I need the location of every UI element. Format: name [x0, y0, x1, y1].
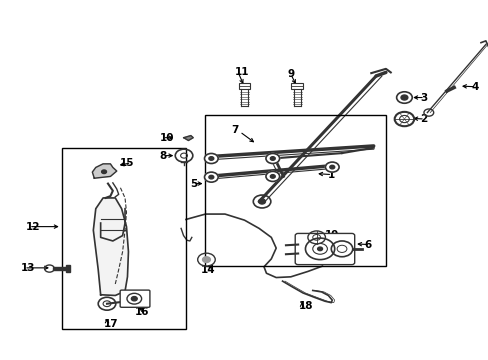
- Circle shape: [208, 157, 213, 160]
- Text: 16: 16: [134, 307, 149, 317]
- Text: 19: 19: [324, 230, 338, 239]
- Text: 10: 10: [159, 133, 174, 143]
- Text: 8: 8: [159, 150, 166, 161]
- Text: 14: 14: [201, 265, 215, 275]
- Circle shape: [204, 153, 218, 163]
- Circle shape: [400, 95, 407, 100]
- FancyBboxPatch shape: [295, 233, 354, 265]
- FancyBboxPatch shape: [120, 290, 150, 307]
- Text: 9: 9: [287, 69, 294, 79]
- Polygon shape: [93, 198, 128, 296]
- Circle shape: [102, 170, 106, 174]
- Circle shape: [325, 162, 338, 172]
- Bar: [53, 267, 68, 270]
- Text: 7: 7: [230, 125, 238, 135]
- Text: 3: 3: [420, 93, 427, 103]
- Text: 5: 5: [190, 179, 197, 189]
- Text: 2: 2: [420, 114, 427, 124]
- Bar: [205, 116, 385, 266]
- Bar: [61, 148, 185, 329]
- FancyBboxPatch shape: [238, 83, 250, 89]
- FancyBboxPatch shape: [291, 83, 303, 89]
- Circle shape: [265, 171, 279, 181]
- Text: 12: 12: [26, 222, 41, 231]
- Circle shape: [265, 153, 279, 163]
- Text: 17: 17: [104, 319, 119, 329]
- Polygon shape: [183, 135, 193, 140]
- Text: 1: 1: [327, 170, 334, 180]
- Text: 11: 11: [235, 67, 249, 77]
- Bar: [65, 265, 70, 272]
- Circle shape: [202, 257, 210, 262]
- Text: 6: 6: [364, 239, 371, 249]
- Circle shape: [317, 247, 322, 251]
- Polygon shape: [92, 164, 117, 178]
- Circle shape: [204, 172, 218, 182]
- Text: 15: 15: [120, 158, 134, 168]
- Circle shape: [270, 175, 275, 178]
- Circle shape: [208, 175, 213, 179]
- Text: 13: 13: [21, 263, 36, 273]
- Circle shape: [258, 199, 265, 204]
- Circle shape: [329, 165, 334, 169]
- Circle shape: [270, 157, 275, 160]
- Text: 18: 18: [299, 301, 313, 311]
- Circle shape: [131, 297, 137, 301]
- Text: 4: 4: [471, 82, 478, 92]
